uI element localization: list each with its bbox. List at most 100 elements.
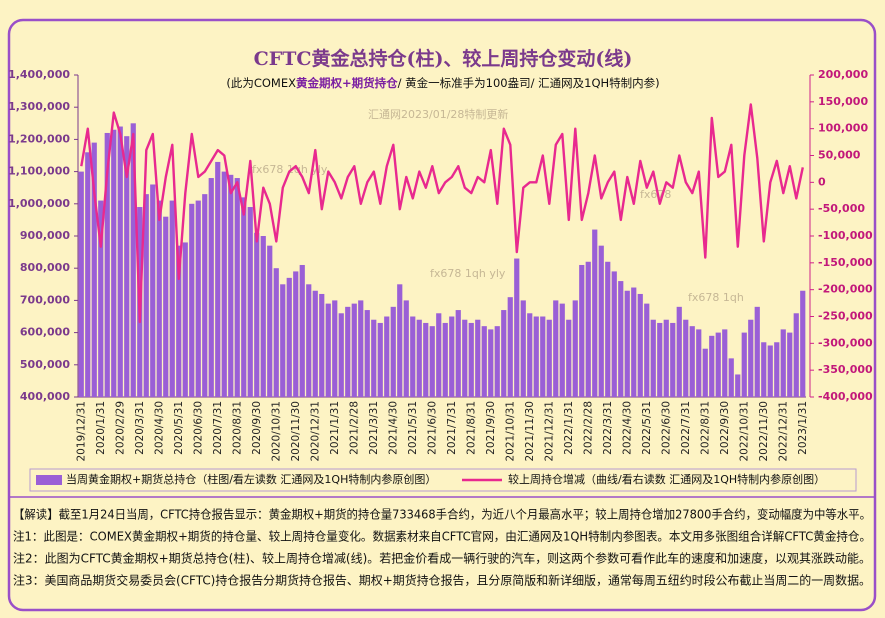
legend-swatch: [36, 475, 62, 485]
bar: [774, 342, 780, 397]
bar: [124, 136, 130, 397]
y-tick-label: 1,300,000: [8, 100, 70, 113]
bar: [306, 284, 312, 397]
bar: [546, 319, 552, 397]
bar: [676, 306, 682, 397]
subtitle-part: (此为COMEX: [226, 76, 296, 90]
legend-box: [29, 468, 857, 492]
bar: [228, 174, 234, 397]
bar: [644, 303, 650, 397]
bar: [182, 242, 188, 397]
bar: [501, 310, 507, 397]
bar: [481, 326, 487, 397]
x-tick-label: 2021/4/30: [387, 401, 399, 455]
bar: [514, 258, 520, 397]
bar: [319, 293, 325, 397]
bar: [241, 197, 247, 397]
bar: [215, 161, 221, 397]
bar: [260, 236, 266, 397]
bar: [572, 300, 578, 397]
watermark: fx678 1qh: [688, 291, 744, 304]
bar: [800, 290, 806, 397]
bar: [293, 271, 299, 397]
x-tick-label: 2021/1/31: [329, 401, 341, 455]
bar: [202, 194, 208, 397]
bar: [722, 329, 728, 397]
x-tick-label: 2022/9/30: [719, 401, 731, 455]
y2-tick-label: 150,000: [818, 95, 868, 108]
bar: [299, 264, 305, 397]
bar: [598, 245, 604, 397]
x-tick-label: 2020/7/31: [212, 401, 224, 455]
bar: [176, 245, 182, 397]
bar: [247, 207, 253, 397]
bar: [332, 300, 338, 397]
x-tick-label: 2020/5/31: [173, 401, 185, 455]
bar: [702, 348, 708, 397]
legend-label: 当周黄金期权+期货总持仓（柱图/看左读数 汇通网及1QH特制内参原创图）: [66, 472, 436, 486]
bar: [637, 293, 643, 397]
x-tick-label: 2020/1/31: [95, 401, 107, 455]
chart-subtitle: (此为COMEX黄金期权+期货持仓/ 黄金一标准手为100盎司/ 汇通网及1QH…: [226, 76, 659, 90]
y-tick-label: 400,000: [20, 390, 70, 403]
bar: [234, 178, 240, 397]
y2-tick-label: -100,000: [818, 229, 873, 242]
y2-tick-label: 50,000: [818, 149, 861, 162]
bar: [358, 300, 364, 397]
watermark: fx678 1qh yly: [430, 267, 506, 280]
bar: [189, 203, 195, 397]
bar: [657, 322, 663, 397]
x-tick-label: 2022/3/31: [602, 401, 614, 455]
bar: [741, 332, 747, 397]
line-series: [80, 103, 804, 324]
y-tick-label: 1,200,000: [8, 132, 70, 145]
bar: [761, 342, 767, 397]
bar: [78, 171, 84, 397]
bar: [117, 126, 123, 398]
bar: [267, 245, 273, 397]
bar: [566, 319, 572, 397]
bar: [462, 319, 468, 397]
bar: [624, 290, 630, 397]
bar: [611, 271, 617, 397]
x-tick-label: 2021/3/31: [368, 401, 380, 455]
bar: [371, 319, 377, 397]
bar: [436, 313, 442, 397]
bar: [520, 300, 526, 397]
x-tick-label: 2022/7/31: [680, 401, 692, 455]
chart-title: CFTC黄金总持仓(柱)、较上周持仓变动(线): [254, 47, 633, 70]
bar: [449, 316, 455, 397]
y2-tick-label: 100,000: [818, 122, 868, 135]
bar: [442, 322, 448, 397]
y-tick-label: 1,100,000: [8, 165, 70, 178]
bar: [683, 319, 689, 397]
bar: [85, 152, 91, 397]
bar: [169, 200, 175, 397]
y2-tick-label: -50,000: [818, 202, 865, 215]
bar: [715, 332, 721, 397]
note: 注2：此图为CFTC黄金期权+期货总持仓(柱)、较上周持仓增减(线)。若把金价看…: [13, 551, 871, 566]
bar: [793, 313, 799, 397]
bar: [280, 284, 286, 397]
bar: [130, 123, 136, 398]
bar: [384, 316, 390, 397]
bar: [527, 313, 533, 397]
bar: [754, 306, 760, 397]
bar: [787, 332, 793, 397]
watermark: fx678 1qh yly: [252, 163, 328, 176]
bar: [390, 306, 396, 397]
bar: [579, 264, 585, 397]
bar: [494, 326, 500, 397]
bar: [592, 229, 598, 397]
note: 注3：美国商品期货交易委员会(CFTC)持仓报告分期货持仓报告、期权+期货持仓报…: [13, 573, 871, 588]
x-tick-label: 2021/9/30: [485, 401, 497, 455]
x-tick-label: 2022/1/31: [563, 401, 575, 455]
bar: [735, 374, 741, 397]
bar: [533, 316, 539, 397]
bar: [468, 322, 474, 397]
note: 【解读】截至1月24日当周，CFTC持仓报告显示：黄金期权+期货的持仓量7334…: [13, 507, 871, 522]
x-tick-label: 2019/12/31: [75, 401, 87, 462]
bar: [345, 306, 351, 397]
y2-tick-label: 0: [818, 175, 826, 188]
bar: [696, 329, 702, 397]
